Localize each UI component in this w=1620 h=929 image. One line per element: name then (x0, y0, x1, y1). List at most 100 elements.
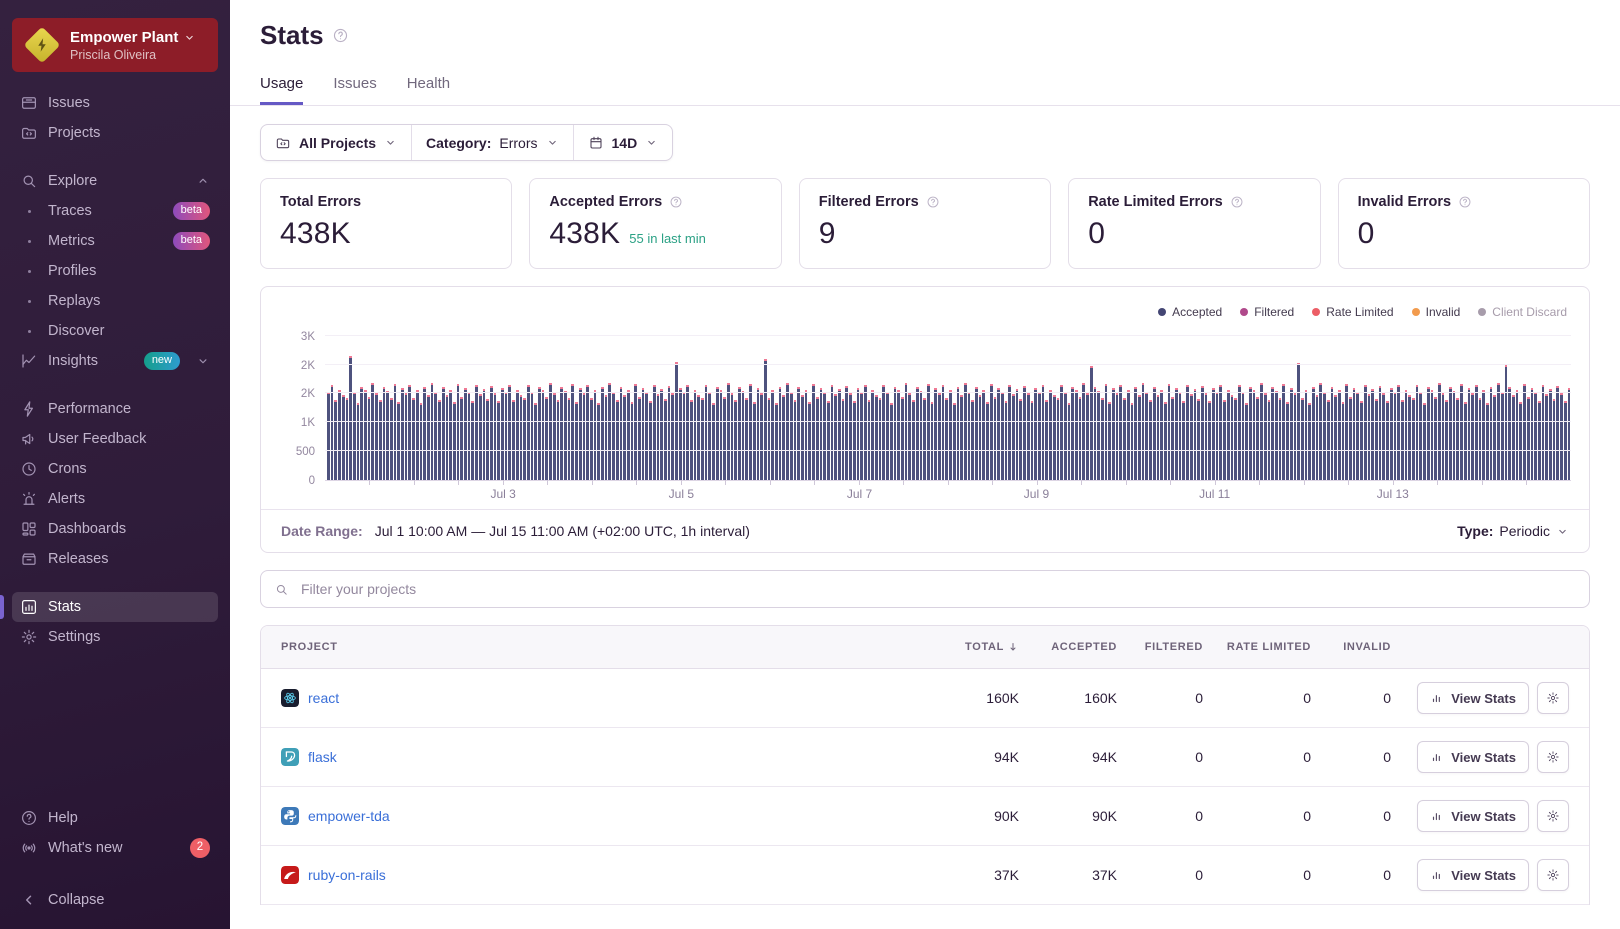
category-filter-dropdown[interactable]: Category: Errors (411, 125, 572, 160)
col-accepted[interactable]: ACCEPTED (1051, 641, 1117, 653)
bullet-icon (20, 292, 38, 310)
x-tick (1481, 480, 1483, 485)
sidebar-item-help[interactable]: Help (12, 803, 218, 833)
date-period-dropdown[interactable]: 14D (572, 125, 673, 160)
view-stats-button[interactable]: View Stats (1417, 741, 1529, 773)
sidebar-item-label: What's new (48, 840, 123, 856)
org-switcher[interactable]: Empower Plant Priscila Oliveira (12, 18, 218, 72)
project-filter-dropdown[interactable]: All Projects (261, 125, 411, 160)
project-link[interactable]: empower-tda (308, 808, 390, 824)
x-tick (1303, 480, 1305, 485)
page-help-icon[interactable] (332, 27, 349, 44)
table-row-flask: flask 94K 94K 0 0 0 View Stats (261, 728, 1589, 787)
col-project[interactable]: PROJECT (281, 641, 338, 653)
cell-accepted: 160K (1084, 690, 1117, 706)
tab-health[interactable]: Health (406, 75, 451, 92)
x-tick (858, 480, 860, 485)
platform-flask-icon (281, 748, 299, 766)
sidebar-item-profiles[interactable]: Profiles (12, 256, 218, 286)
help-icon[interactable] (669, 195, 683, 209)
megaphone-icon (20, 430, 38, 448)
sidebar-item-label: Performance (48, 401, 132, 417)
stat-card-title: Invalid Errors (1357, 194, 1452, 210)
tab-usage[interactable]: Usage (260, 75, 304, 105)
calendar-icon (588, 135, 604, 151)
sidebar-item-projects[interactable]: Projects (12, 118, 218, 148)
sidebar-item-performance[interactable]: Performance (12, 394, 218, 424)
view-stats-button[interactable]: View Stats (1417, 682, 1529, 714)
cell-filtered: 0 (1195, 690, 1203, 706)
tab-issues[interactable]: Issues (333, 75, 377, 92)
sidebar-item-crons[interactable]: Crons (12, 454, 218, 484)
x-tick (1259, 480, 1261, 485)
sidebar-item-explore[interactable]: Explore (12, 166, 218, 196)
project-link[interactable]: ruby-on-rails (308, 867, 386, 883)
sidebar-item-replays[interactable]: Replays (12, 286, 218, 316)
sidebar-item-alerts[interactable]: Alerts (12, 484, 218, 514)
x-tick (992, 480, 994, 485)
sidebar-item-insights[interactable]: Insights new (12, 346, 218, 376)
sidebar-item-settings[interactable]: Settings (12, 622, 218, 652)
bar-chart-icon (1430, 809, 1444, 823)
stat-card-accepted-errors: Accepted Errors 438K 55 in last min (529, 178, 782, 269)
date-range-label: Date Range: (281, 523, 363, 539)
stat-card-invalid-errors: Invalid Errors 0 (1337, 178, 1590, 269)
project-settings-button[interactable] (1537, 800, 1569, 832)
project-settings-button[interactable] (1537, 682, 1569, 714)
x-tick (903, 480, 905, 485)
bar-chart-icon (1430, 750, 1444, 764)
sidebar-item-releases[interactable]: Releases (12, 544, 218, 574)
x-tick (458, 480, 460, 485)
legend-item-accepted[interactable]: Accepted (1158, 305, 1222, 319)
gear-icon (1546, 691, 1560, 705)
bullet-icon (20, 202, 38, 220)
cell-invalid: 0 (1383, 867, 1391, 883)
x-tick (769, 480, 771, 485)
view-stats-button[interactable]: View Stats (1417, 859, 1529, 891)
cell-rate-limited: 0 (1303, 808, 1311, 824)
cell-filtered: 0 (1195, 749, 1203, 765)
stat-card-filtered-errors: Filtered Errors 9 (798, 178, 1052, 269)
project-filter-label: All Projects (299, 134, 377, 151)
type-dropdown[interactable]: Type: Periodic (1457, 523, 1569, 539)
project-link[interactable]: flask (308, 749, 337, 765)
legend-dot (1240, 308, 1249, 316)
x-tick (591, 480, 593, 485)
period-value: 14D (611, 134, 638, 151)
sidebar-item-issues[interactable]: Issues (12, 88, 218, 118)
x-tick (1392, 480, 1394, 485)
cell-total: 37K (994, 867, 1019, 883)
org-user: Priscila Oliveira (70, 47, 157, 62)
sidebar-item-metrics[interactable]: Metrics beta (12, 226, 218, 256)
sidebar-item-collapse[interactable]: Collapse (12, 885, 218, 915)
legend-item-client-discard[interactable]: Client Discard (1478, 305, 1567, 319)
view-stats-button[interactable]: View Stats (1417, 800, 1529, 832)
sidebar-item-user-feedback[interactable]: User Feedback (12, 424, 218, 454)
col-total[interactable]: TOTAL (909, 641, 1019, 653)
chart-bars (325, 331, 1571, 480)
project-settings-button[interactable] (1537, 859, 1569, 891)
project-settings-button[interactable] (1537, 741, 1569, 773)
project-search-input[interactable] (299, 580, 1576, 598)
sidebar-item-label: Alerts (48, 491, 86, 507)
usage-chart-card: Accepted Filtered Rate Limited Invalid C… (260, 286, 1590, 553)
help-icon[interactable] (926, 195, 940, 209)
chart-legend: Accepted Filtered Rate Limited Invalid C… (279, 299, 1571, 331)
sidebar-item-what-s-new[interactable]: What's new 2 (12, 833, 218, 863)
siren-icon (20, 490, 38, 508)
help-icon[interactable] (1458, 195, 1472, 209)
sidebar-item-stats[interactable]: Stats (0, 592, 218, 622)
sidebar-item-discover[interactable]: Discover (12, 316, 218, 346)
insights-icon (20, 352, 38, 370)
help-icon[interactable] (1230, 195, 1244, 209)
sidebar-item-dashboards[interactable]: Dashboards (12, 514, 218, 544)
legend-item-rate-limited[interactable]: Rate Limited (1312, 305, 1394, 319)
legend-item-invalid[interactable]: Invalid (1411, 305, 1460, 319)
sidebar-item-traces[interactable]: Traces beta (12, 196, 218, 226)
col-filtered[interactable]: FILTERED (1144, 641, 1203, 653)
col-rate-limited[interactable]: RATE LIMITED (1226, 641, 1311, 653)
sidebar-item-label: User Feedback (48, 431, 147, 447)
col-invalid[interactable]: INVALID (1343, 641, 1391, 653)
project-link[interactable]: react (308, 690, 340, 706)
legend-item-filtered[interactable]: Filtered (1240, 305, 1294, 319)
